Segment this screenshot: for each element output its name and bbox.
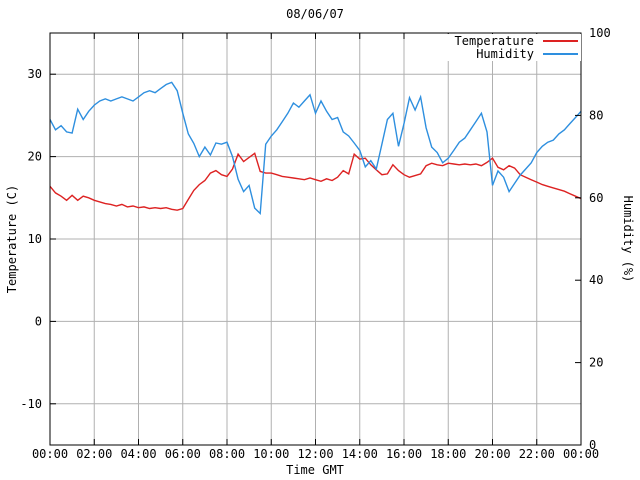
legend-label-humidity: Humidity: [476, 47, 534, 62]
x-tick-label: 02:00: [76, 447, 112, 461]
legend-row-humidity: Humidity: [445, 48, 581, 61]
y-left-tick-label: -10: [20, 397, 42, 411]
y-right-tick-label: 80: [589, 108, 603, 122]
x-tick-label: 20:00: [474, 447, 510, 461]
legend-row-temperature: Temperature: [445, 34, 581, 47]
y-right-tick-label: 20: [589, 356, 603, 370]
x-tick-label: 00:00: [563, 447, 599, 461]
x-tick-label: 08:00: [209, 447, 245, 461]
y-left-tick-label: 20: [28, 150, 42, 164]
x-tick-label: 16:00: [386, 447, 422, 461]
humidity-line: [50, 81, 581, 216]
humidity-line-sample-icon: [543, 53, 578, 56]
legend-label-temperature: Temperature: [454, 33, 534, 48]
x-tick-label: 18:00: [430, 447, 466, 461]
x-tick-label: 04:00: [120, 447, 156, 461]
legend: Temperature Humidity: [445, 34, 581, 61]
chart-title: 08/06/07: [286, 7, 344, 21]
x-tick-label: 22:00: [519, 447, 555, 461]
y-left-tick-label: 10: [28, 232, 42, 246]
temperature-line-sample-icon: [543, 39, 578, 42]
y-right-tick-label: 60: [589, 191, 603, 205]
right-y-axis-label: Humidity (%): [621, 195, 635, 283]
y-right-tick-label: 40: [589, 273, 603, 287]
x-tick-label: 12:00: [297, 447, 333, 461]
x-tick-label: 06:00: [165, 447, 201, 461]
x-tick-label: 00:00: [32, 447, 68, 461]
x-axis-label: Time GMT: [286, 463, 344, 477]
left-y-axis-label: Temperature (C): [5, 184, 19, 294]
y-right-tick-label: 100: [589, 26, 611, 40]
x-tick-label: 14:00: [342, 447, 378, 461]
y-left-tick-label: 30: [28, 67, 42, 81]
temperature-line: [50, 152, 581, 211]
y-right-tick-label: 0: [589, 438, 596, 452]
x-tick-label: 10:00: [253, 447, 289, 461]
y-left-tick-label: 0: [35, 314, 42, 328]
